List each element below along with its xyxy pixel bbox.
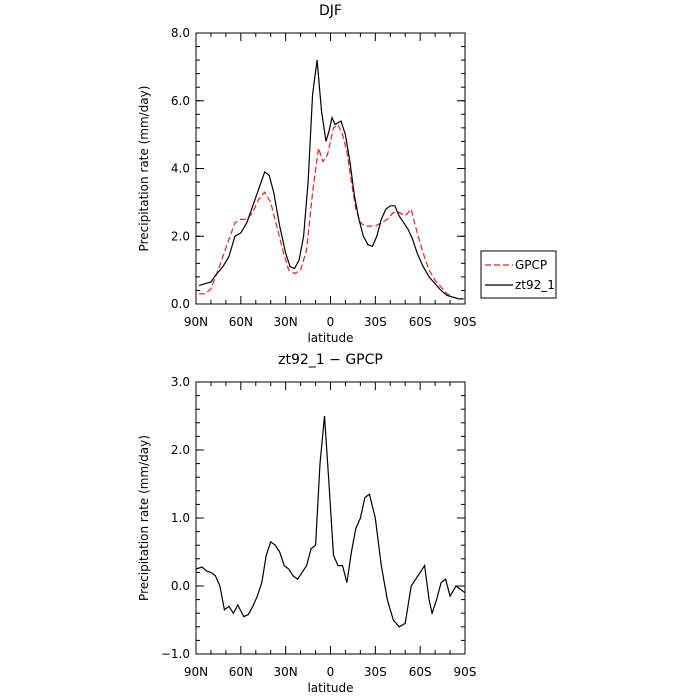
series-line-zt92_1	[198, 60, 464, 300]
y-tick-label: 6.0	[171, 94, 190, 108]
chart-title: DJF	[319, 3, 342, 19]
plot-frame	[195, 32, 466, 305]
y-tick-label: −1.0	[161, 647, 190, 661]
y-tick-label: 0.0	[171, 297, 190, 311]
legend-box	[480, 250, 557, 299]
x-tick-label: 90S	[454, 665, 477, 679]
y-tick-label: 3.0	[171, 375, 190, 389]
chart-title: zt92_1 − GPCP	[278, 352, 383, 368]
x-tick-label: 30S	[364, 665, 387, 679]
series-line-difference	[195, 415, 466, 628]
x-tick-label: 60S	[409, 665, 432, 679]
legend-label: GPCP	[515, 258, 547, 272]
x-tick-label: 0	[327, 665, 335, 679]
x-tick-label: 60S	[409, 315, 432, 329]
y-tick-label: 8.0	[171, 26, 190, 40]
chart-1: DJF 90N 60N 30N 0 30S 60S 90S 0.0 2.0 4.0 6.0 8.0 lat…	[137, 3, 557, 345]
x-axis-label: latitude	[307, 681, 353, 695]
x-tick-label: 30N	[274, 665, 298, 679]
x-tick-label: 30S	[364, 315, 387, 329]
chart-2: zt92_1 − GPCP 90N 60N 30N 0 30S 60S 90S −1.0 0.0 1…	[137, 352, 476, 695]
x-tick-label: 30N	[274, 315, 298, 329]
legend-label: zt92_1	[515, 278, 555, 292]
x-tick-label: 90N	[184, 665, 208, 679]
x-tick-label: 90N	[184, 315, 208, 329]
y-axis-label: Precipitation rate (mm/day)	[137, 435, 151, 601]
series-line-GPCP	[199, 123, 464, 300]
y-tick-label: 4.0	[171, 162, 190, 176]
legend: GPCP zt92_1	[480, 250, 557, 299]
x-axis-label: latitude	[307, 331, 353, 345]
y-tick-label: 2.0	[171, 229, 190, 243]
y-tick-label: 1.0	[171, 511, 190, 525]
x-tick-label: 60N	[229, 315, 253, 329]
y-axis-label: Precipitation rate (mm/day)	[137, 86, 151, 252]
x-tick-label: 0	[327, 315, 335, 329]
y-tick-label: 2.0	[171, 443, 190, 457]
plot-frame	[195, 381, 466, 655]
y-tick-label: 0.0	[171, 579, 190, 593]
x-tick-label: 90S	[454, 315, 477, 329]
x-tick-label: 60N	[229, 665, 253, 679]
